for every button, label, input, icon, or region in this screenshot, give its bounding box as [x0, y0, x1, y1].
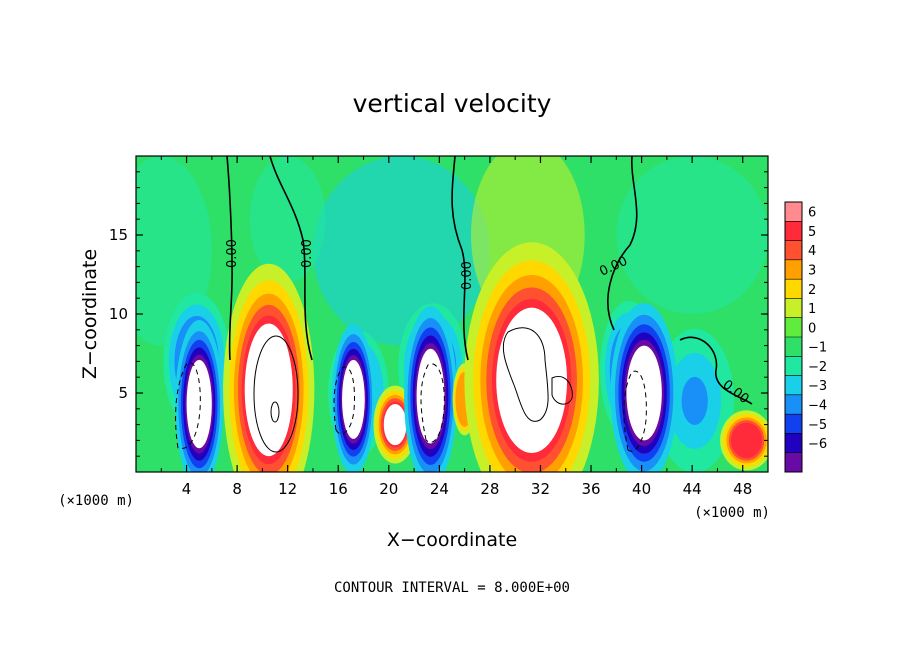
y-tick-label: 5 [118, 384, 128, 402]
colorbar-label: 0 [808, 321, 816, 336]
updraft-ring [730, 422, 763, 459]
colorbar-label: 5 [808, 225, 816, 240]
colorbar-swatch [785, 221, 802, 242]
x-tick-label: 40 [632, 480, 651, 498]
contour-ring [551, 376, 573, 405]
x-tick-label: 32 [531, 480, 550, 498]
core-region [186, 359, 212, 449]
dashed-contour [175, 362, 201, 450]
contour-ring [270, 401, 280, 423]
zero-contour-line [679, 336, 753, 405]
colorbar-label: 6 [808, 206, 816, 221]
contour-ring [502, 327, 549, 422]
colorbar-label: 4 [808, 244, 816, 259]
x-units-left: (×1000 m) [58, 493, 134, 509]
colorbar-swatch [785, 259, 802, 280]
colorbar-label: −2 [808, 360, 827, 375]
y-tick-label: 10 [109, 305, 128, 323]
colorbar-swatch [785, 452, 802, 473]
y-axis-label: Z−coordinate [79, 249, 101, 379]
zero-contours [226, 156, 753, 405]
x-tick-label: 4 [182, 480, 192, 498]
field-band [616, 156, 768, 314]
colorbar-label: 2 [808, 283, 816, 298]
colorbar-swatch [785, 394, 802, 415]
x-tick-label: 48 [733, 480, 752, 498]
core-contours [253, 327, 573, 453]
plot-area [136, 156, 768, 472]
zero-contour-line [451, 156, 469, 361]
zero-contour-line [226, 156, 233, 361]
field-band [312, 156, 490, 346]
field-band [249, 156, 326, 283]
x-tick-label: 12 [278, 480, 297, 498]
x-tick-label: 36 [581, 480, 600, 498]
colorbar-swatch [785, 337, 802, 357]
core-region [496, 307, 568, 454]
core-region [342, 359, 365, 439]
x-tick-label: 28 [480, 480, 499, 498]
contour-label: 0.00 [225, 239, 240, 268]
colorbar-swatch [785, 240, 802, 261]
colorbar-swatch [785, 202, 802, 222]
contour-label: 0.00 [460, 261, 475, 290]
x-tick-label: 20 [379, 480, 398, 498]
zero-contour-line [607, 156, 638, 331]
colorbar-swatch [785, 317, 802, 338]
dashed-contour [623, 370, 647, 452]
y-tick-label: 15 [109, 226, 128, 244]
x-tick-label: 24 [430, 480, 449, 498]
contour-label: 0.00 [300, 239, 315, 268]
colorbar-swatch [785, 375, 802, 396]
colorbar-label: −6 [808, 437, 827, 452]
contour-interval-note: CONTOUR INTERVAL = 8.000E+00 [334, 580, 570, 596]
colorbar-label: 3 [808, 264, 816, 279]
downdraft-ring [688, 388, 702, 413]
chart-title: vertical velocity [353, 89, 552, 118]
colorbar-swatch [785, 279, 802, 299]
x-units-right: (×1000 m) [694, 505, 770, 521]
core-region [416, 348, 445, 444]
dashed-contour [333, 366, 355, 435]
colorbar-label: −5 [808, 418, 827, 433]
colorbar-swatch [785, 298, 802, 319]
negative-contours [175, 362, 647, 452]
dashed-contour [420, 363, 445, 443]
colorbar-swatch [785, 433, 802, 454]
zero-contour-line [269, 156, 313, 361]
colorbar: 6 5 4 3 2 1 0 −1 −2 −3 −4 −5 −6 [784, 201, 827, 473]
contour-ring [253, 335, 299, 453]
x-tick-label: 8 [232, 480, 242, 498]
colorbar-label: −3 [808, 379, 827, 394]
colorbar-swatch [785, 414, 802, 434]
core-region [626, 345, 662, 441]
velocity-field [136, 156, 768, 472]
core-region [244, 323, 293, 457]
colorbar-label: 1 [808, 302, 816, 317]
core-region [383, 404, 407, 446]
x-axis-label: X−coordinate [387, 529, 517, 551]
x-tick-label: 44 [683, 480, 702, 498]
colorbar-label: −1 [808, 341, 827, 356]
colorbar-swatch [785, 356, 802, 377]
colorbar-label: −4 [808, 399, 827, 414]
x-tick-label: 16 [329, 480, 348, 498]
